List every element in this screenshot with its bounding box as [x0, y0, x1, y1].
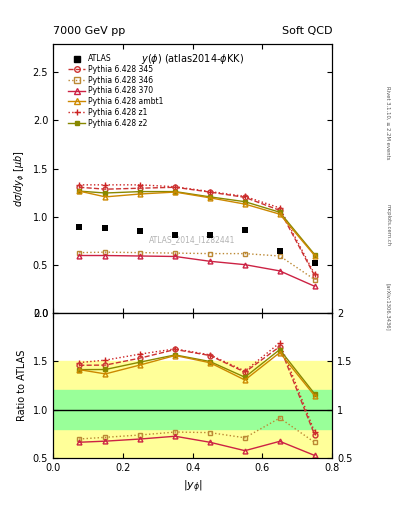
Point — [207, 231, 213, 240]
Bar — [53, 361, 332, 458]
Point — [172, 231, 178, 240]
Point — [277, 247, 283, 255]
Text: Soft QCD: Soft QCD — [282, 26, 332, 36]
Legend: ATLAS, Pythia 6.428 345, Pythia 6.428 346, Pythia 6.428 370, Pythia 6.428 ambt1,: ATLAS, Pythia 6.428 345, Pythia 6.428 34… — [65, 51, 167, 131]
Y-axis label: $d\sigma/dy_\phi\ [\mu b]$: $d\sigma/dy_\phi\ [\mu b]$ — [13, 150, 27, 206]
Text: [arXiv:1306.3436]: [arXiv:1306.3436] — [385, 283, 390, 331]
Point — [312, 259, 318, 267]
Point — [242, 225, 248, 233]
Text: mcplots.cern.ch: mcplots.cern.ch — [385, 204, 390, 246]
Text: Rivet 3.1.10, ≥ 2.2M events: Rivet 3.1.10, ≥ 2.2M events — [385, 86, 390, 160]
Text: $y(\phi)$ (atlas2014-$\phi$KK): $y(\phi)$ (atlas2014-$\phi$KK) — [141, 52, 244, 66]
Text: 7000 GeV pp: 7000 GeV pp — [53, 26, 125, 36]
Point — [102, 224, 108, 232]
Point — [76, 223, 83, 231]
Y-axis label: Ratio to ATLAS: Ratio to ATLAS — [17, 350, 27, 421]
X-axis label: $|y_\phi|$: $|y_\phi|$ — [183, 479, 202, 495]
Bar — [53, 390, 332, 429]
Text: ATLAS_2014_I1282441: ATLAS_2014_I1282441 — [149, 236, 236, 245]
Point — [137, 227, 143, 236]
